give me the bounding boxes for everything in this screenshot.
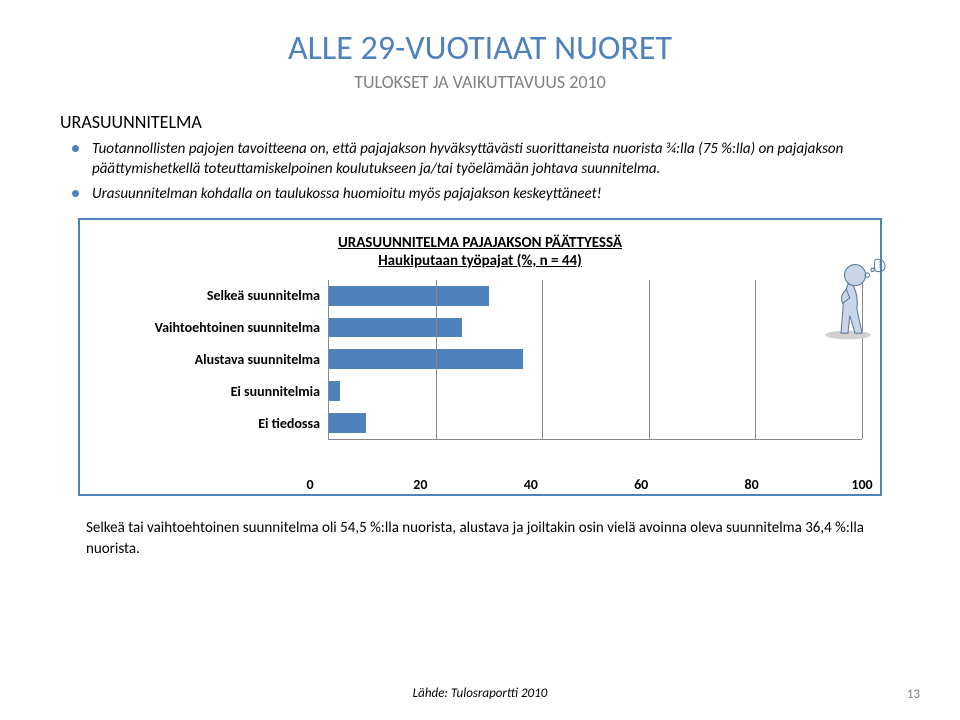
- bullet-item: Tuotannollisten pajojen tavoitteena on, …: [78, 139, 900, 180]
- bar-row: [329, 280, 862, 312]
- section-title: URASUUNNITELMA: [60, 111, 900, 133]
- x-tick: 40: [524, 476, 538, 493]
- page-number: 13: [907, 687, 920, 702]
- gridline: [542, 280, 543, 439]
- bullet-item: Urasuunnitelman kohdalla on taulukossa h…: [78, 184, 900, 204]
- x-tick: 100: [851, 476, 872, 493]
- chart-title-1: URASUUNNITELMA PAJAJAKSON PÄÄTTYESSÄ: [98, 234, 862, 252]
- cat-label: Ei suunnitelmia: [98, 376, 328, 408]
- subtitle: TULOKSET JA VAIKUTTAVUUS 2010: [60, 71, 900, 93]
- source-text: Lähde: Tulosraportti 2010: [413, 686, 548, 701]
- cat-label: Vaihtoehtoinen suunnitelma: [98, 312, 328, 344]
- gridline: [755, 280, 756, 439]
- main-title: ALLE 29-VUOTIAAT NUORET: [60, 28, 900, 69]
- bullets: Tuotannollisten pajojen tavoitteena on, …: [60, 139, 900, 204]
- chart-body: Selkeä suunnitelma Vaihtoehtoinen suunni…: [98, 280, 862, 440]
- bar-row: [329, 312, 862, 344]
- bar: [329, 413, 366, 433]
- cat-label: Selkeä suunnitelma: [98, 280, 328, 312]
- bar-row: [329, 407, 862, 439]
- x-tick: 80: [744, 476, 758, 493]
- thinker-icon: ?: [804, 254, 892, 342]
- bar: [329, 286, 489, 306]
- bar-row: [329, 375, 862, 407]
- svg-text:?: ?: [878, 261, 882, 271]
- result-text: Selkeä tai vaihtoehtoinen suunnitelma ol…: [86, 518, 874, 560]
- x-tick: 20: [413, 476, 427, 493]
- bars: [329, 280, 862, 439]
- x-tick: 60: [634, 476, 648, 493]
- bar: [329, 381, 340, 401]
- x-ticks: 020406080100: [310, 474, 862, 494]
- bar-row: [329, 343, 862, 375]
- chart-frame: URASUUNNITELMA PAJAJAKSON PÄÄTTYESSÄ Hau…: [78, 218, 882, 496]
- x-tick: 0: [306, 476, 313, 493]
- slide: ALLE 29-VUOTIAAT NUORET TULOKSET JA VAIK…: [0, 0, 960, 720]
- bar: [329, 349, 523, 369]
- chart-title-2: Haukiputaan työpajat (%, n = 44): [98, 252, 862, 270]
- bar: [329, 318, 462, 338]
- gridline: [649, 280, 650, 439]
- category-labels: Selkeä suunnitelma Vaihtoehtoinen suunni…: [98, 280, 328, 440]
- cat-label: Ei tiedossa: [98, 408, 328, 440]
- gridline: [436, 280, 437, 439]
- cat-label: Alustava suunnitelma: [98, 344, 328, 376]
- footer: Lähde: Tulosraportti 2010 13: [0, 683, 960, 702]
- plot-area: [328, 280, 862, 440]
